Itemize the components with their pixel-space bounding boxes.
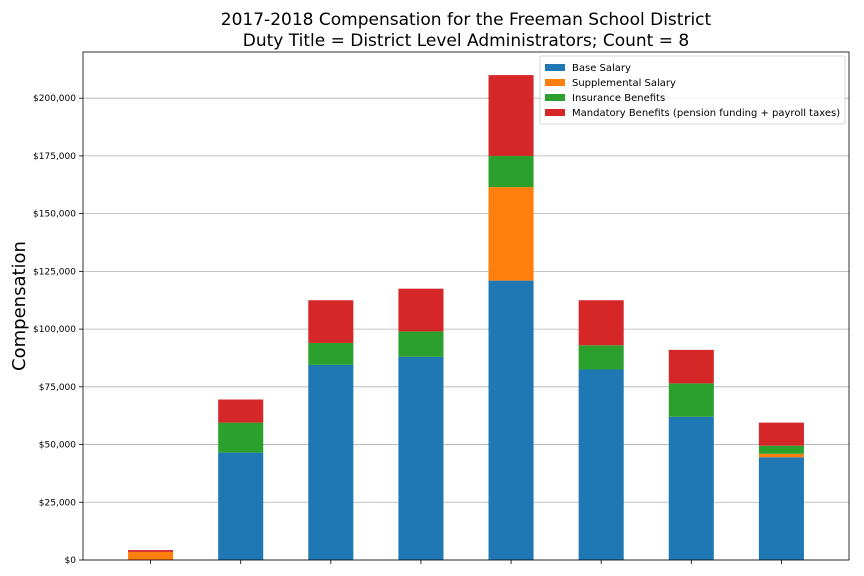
bar-segment — [758, 453, 804, 458]
chart-subtitle: Duty Title = District Level Administrato… — [243, 31, 689, 51]
legend-swatch — [545, 79, 565, 86]
y-tick-label: $0 — [65, 556, 77, 566]
bar-segment — [218, 422, 264, 453]
bar-segment — [308, 300, 354, 343]
bar-segment — [308, 342, 354, 365]
legend-box — [539, 55, 846, 125]
bar-segment — [128, 551, 174, 560]
y-tick-label: $25,000 — [39, 498, 76, 508]
bar-segment — [578, 300, 624, 346]
bar-segment — [128, 550, 174, 552]
y-tick-label: $125,000 — [33, 267, 76, 277]
y-tick-label: $50,000 — [39, 441, 76, 451]
y-axis-label: Compensation — [9, 241, 30, 371]
bar-segment — [308, 364, 354, 560]
bar-segment — [488, 75, 534, 156]
bar-segment — [398, 288, 444, 332]
bar-segment — [758, 457, 804, 560]
legend-swatch — [545, 64, 565, 71]
legend-label: Mandatory Benefits (pension funding + pa… — [572, 108, 840, 119]
chart-title: 2017-2018 Compensation for the Freeman S… — [221, 10, 712, 30]
y-tick-label: $150,000 — [33, 210, 76, 220]
gridlines — [83, 97, 849, 561]
bars — [128, 75, 804, 560]
y-tick-label: $200,000 — [33, 94, 76, 104]
bar-segment — [668, 383, 714, 417]
bar-segment — [758, 445, 804, 454]
bar-segment — [578, 345, 624, 370]
bar-segment — [488, 155, 534, 188]
bar-segment — [488, 187, 534, 281]
bar-segment — [668, 416, 714, 560]
bar-segment — [578, 369, 624, 560]
bar-segment — [218, 399, 264, 423]
y-tick-label: $100,000 — [33, 325, 76, 335]
legend: Base Salary Supplemental Salary Insurance … — [539, 55, 846, 125]
bar-segment — [398, 356, 444, 560]
plot-frame — [82, 51, 850, 561]
y-tick-label: $175,000 — [33, 152, 76, 162]
legend-label: Insurance Benefits — [572, 93, 665, 104]
legend-label: Supplemental Salary — [572, 78, 676, 89]
y-tick-label: $75,000 — [39, 383, 76, 393]
axes: $0 $25,000 $50,000 $75,000 $100,000 $125,000 $… — [33, 51, 850, 566]
legend-label: Base Salary — [572, 63, 631, 74]
bar-segment — [488, 280, 534, 560]
bar-segment — [758, 422, 804, 446]
bar-segment — [398, 331, 444, 357]
legend-swatch — [545, 94, 565, 101]
bar-segment — [218, 452, 264, 560]
legend-swatch — [545, 109, 565, 116]
bar-segment — [668, 349, 714, 384]
